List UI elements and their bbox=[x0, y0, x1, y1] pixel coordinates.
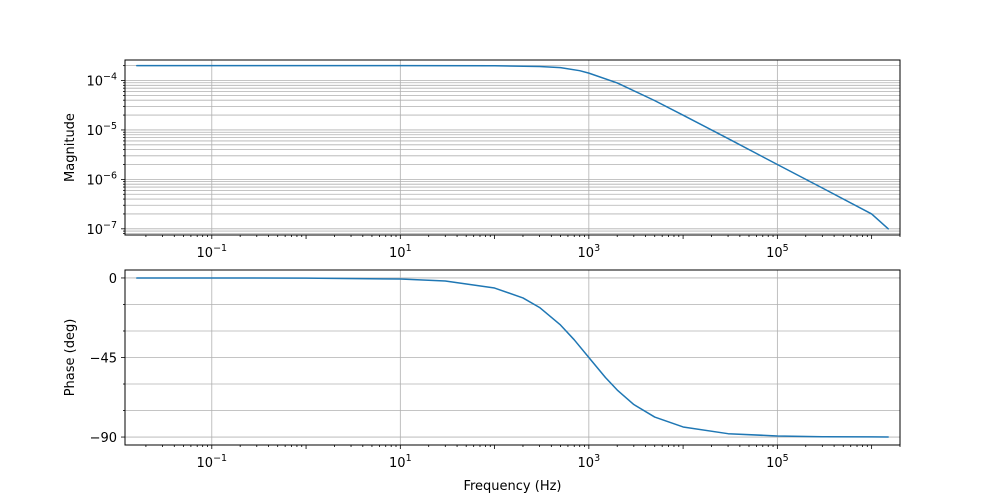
x-tick-base: 10 bbox=[197, 456, 214, 471]
x-tick-base: 10 bbox=[578, 456, 595, 471]
x-tick-label: 101 bbox=[389, 243, 412, 261]
y-axis-label: Magnitude bbox=[63, 113, 78, 182]
y-axis-label: Phase (deg) bbox=[63, 319, 78, 397]
x-tick-base: 10 bbox=[389, 246, 406, 261]
x-tick-label: 105 bbox=[766, 453, 789, 471]
y-tick-base: 10 bbox=[86, 124, 103, 139]
x-tick-exponent: 3 bbox=[594, 453, 600, 464]
x-tick-base: 10 bbox=[766, 456, 783, 471]
plot-frame bbox=[124, 59, 901, 236]
series-line-0 bbox=[136, 64, 889, 230]
y-tick-label: 10−4 bbox=[86, 72, 117, 90]
x-tick-exponent: 1 bbox=[406, 453, 412, 464]
x-tick-base: 10 bbox=[197, 246, 214, 261]
x-tick-exponent: 5 bbox=[783, 453, 789, 464]
y-tick-base: 10 bbox=[86, 173, 103, 188]
y-tick-base: 10 bbox=[86, 223, 103, 238]
x-tick-exponent: −1 bbox=[213, 243, 227, 254]
y-tick-exponent: −7 bbox=[103, 220, 117, 231]
x-tick-label: 103 bbox=[578, 243, 601, 261]
y-tick-exponent: −6 bbox=[103, 170, 117, 181]
y-tick-label: 10−5 bbox=[86, 121, 117, 139]
x-tick-exponent: −1 bbox=[213, 453, 227, 464]
y-tick-label: 10−7 bbox=[86, 220, 117, 238]
x-tick-base: 10 bbox=[389, 456, 406, 471]
y-tick-label: −45 bbox=[90, 352, 117, 367]
x-tick-label: 10−1 bbox=[197, 243, 228, 261]
y-tick-label: −90 bbox=[90, 431, 117, 446]
y-tick-exponent: −5 bbox=[103, 121, 117, 132]
y-tick-label: 0 bbox=[109, 272, 117, 287]
y-tick-base: 10 bbox=[86, 75, 103, 90]
y-tick-label: 10−6 bbox=[86, 170, 117, 188]
y-tick-exponent: −4 bbox=[103, 72, 117, 83]
x-tick-label: 10−1 bbox=[197, 453, 228, 471]
x-tick-label: 101 bbox=[389, 453, 412, 471]
x-tick-label: 105 bbox=[766, 243, 789, 261]
series-line-0 bbox=[136, 277, 889, 438]
x-tick-base: 10 bbox=[578, 246, 595, 261]
x-tick-exponent: 1 bbox=[406, 243, 412, 254]
x-tick-exponent: 3 bbox=[594, 243, 600, 254]
x-axis-label: Frequency (Hz) bbox=[463, 479, 561, 494]
x-tick-exponent: 5 bbox=[783, 243, 789, 254]
x-tick-base: 10 bbox=[766, 246, 783, 261]
x-tick-label: 103 bbox=[578, 453, 601, 471]
